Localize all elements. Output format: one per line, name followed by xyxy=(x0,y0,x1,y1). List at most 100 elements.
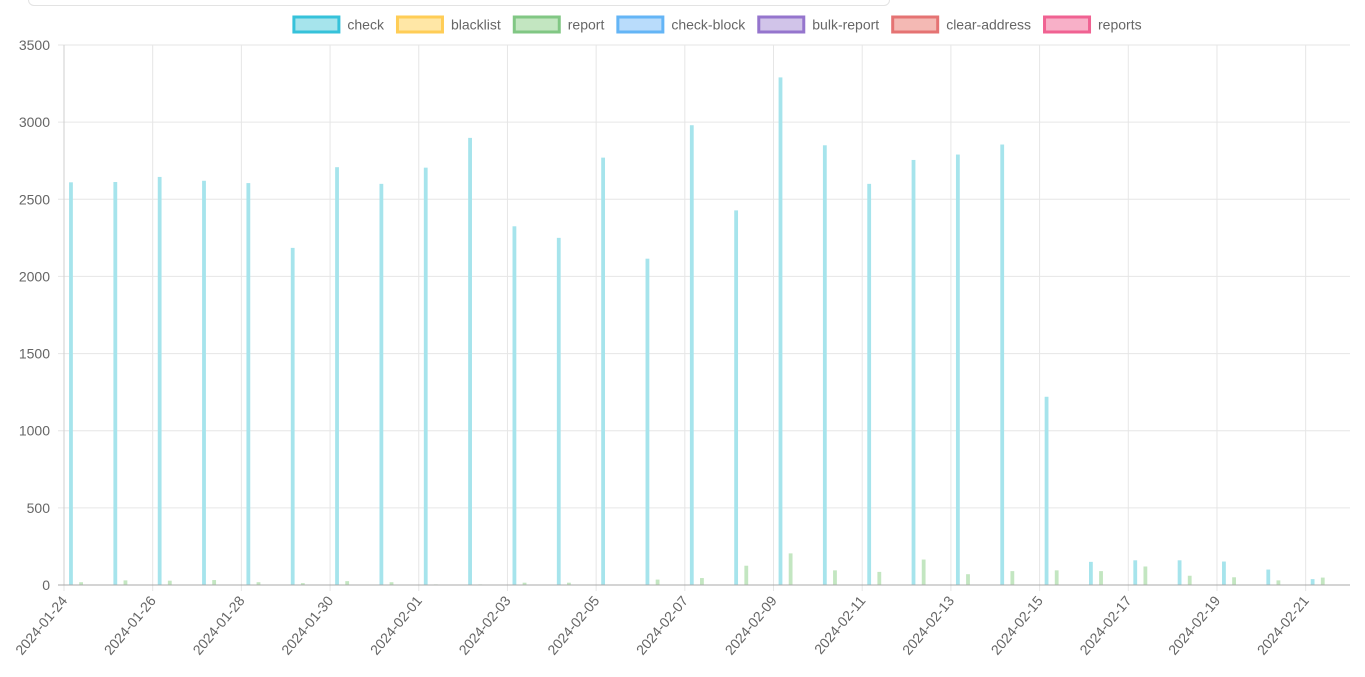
bar-check-2024-01-31[interactable] xyxy=(379,183,384,585)
legend-label: report xyxy=(568,17,605,33)
bar-report-2024-01-31[interactable] xyxy=(389,582,394,585)
bar-check-2024-02-12[interactable] xyxy=(911,159,916,585)
bar-report-2024-01-24[interactable] xyxy=(79,582,84,585)
grid-lines xyxy=(58,44,1350,591)
bar-check-2024-02-07[interactable] xyxy=(689,125,694,585)
bar-report-2024-02-21[interactable] xyxy=(1320,577,1325,585)
bar-check-2024-02-18[interactable] xyxy=(1177,560,1182,585)
bar-report-2024-02-08[interactable] xyxy=(744,565,749,585)
bar-report-2024-02-18[interactable] xyxy=(1187,575,1192,585)
legend-item-clear-address[interactable]: clear-address xyxy=(891,15,1031,34)
bar-report-2024-01-28[interactable] xyxy=(256,582,261,585)
bar-check-2024-02-20[interactable] xyxy=(1266,569,1271,585)
bar-check-2024-02-17[interactable] xyxy=(1133,560,1138,585)
bar-report-2024-02-07[interactable] xyxy=(700,578,704,585)
y-tick-label: 1500 xyxy=(19,346,50,362)
bar-report-2024-01-26[interactable] xyxy=(167,580,172,585)
legend-item-blacklist[interactable]: blacklist xyxy=(395,15,501,34)
x-tick-label: 2024-02-05 xyxy=(544,592,602,657)
y-tick-label: 2500 xyxy=(19,191,50,207)
bar-check-2024-01-27[interactable] xyxy=(202,180,206,585)
bar-report-2024-02-10[interactable] xyxy=(833,570,837,585)
legend-item-check[interactable]: check xyxy=(292,15,385,34)
x-tick-label: 2024-02-17 xyxy=(1076,592,1134,657)
bar-check-2024-01-26[interactable] xyxy=(157,176,162,585)
legend-swatch xyxy=(292,15,341,34)
bars xyxy=(69,77,1325,586)
x-tick-label: 2024-01-24 xyxy=(12,592,70,657)
legend-label: bulk-report xyxy=(812,17,879,33)
y-tick-label: 1000 xyxy=(19,423,50,439)
bar-check-2024-01-24[interactable] xyxy=(69,182,73,586)
bar-report-2024-02-17[interactable] xyxy=(1143,566,1148,585)
bar-report-2024-01-27[interactable] xyxy=(212,580,217,585)
bar-check-2024-01-28[interactable] xyxy=(246,183,251,586)
x-tick-label: 2024-02-01 xyxy=(367,592,425,657)
bar-check-2024-02-19[interactable] xyxy=(1222,561,1226,585)
bar-report-2024-02-16[interactable] xyxy=(1099,571,1103,585)
bar-report-2024-02-19[interactable] xyxy=(1232,577,1236,585)
bar-check-2024-02-06[interactable] xyxy=(645,258,650,585)
bar-report-2024-02-06[interactable] xyxy=(655,579,660,585)
bar-check-2024-02-04[interactable] xyxy=(556,237,561,585)
bar-check-2024-02-14[interactable] xyxy=(1000,144,1005,585)
bar-report-2024-02-12[interactable] xyxy=(921,559,926,585)
bar-report-2024-02-03[interactable] xyxy=(522,582,527,585)
bar-check-2024-01-30[interactable] xyxy=(335,167,339,586)
bar-check-2024-02-10[interactable] xyxy=(822,145,827,586)
y-tick-label: 2000 xyxy=(19,268,50,284)
x-tick-label: 2024-02-07 xyxy=(633,592,691,657)
bar-report-2024-02-15[interactable] xyxy=(1054,570,1059,585)
bar-report-2024-02-09[interactable] xyxy=(788,553,793,585)
legend-label: check-block xyxy=(671,17,746,33)
x-tick-label: 2024-01-28 xyxy=(189,592,247,657)
legend-swatch xyxy=(395,15,444,34)
bar-report-2024-01-25[interactable] xyxy=(123,580,128,585)
bar-report-2024-02-13[interactable] xyxy=(966,574,970,585)
x-tick-label: 2024-02-03 xyxy=(455,592,513,657)
legend-item-reports[interactable]: reports xyxy=(1043,15,1142,34)
legend-item-report[interactable]: report xyxy=(512,15,605,34)
bar-report-2024-01-29[interactable] xyxy=(300,583,305,585)
bar-check-2024-02-05[interactable] xyxy=(601,157,606,585)
bar-report-2024-02-14[interactable] xyxy=(1010,571,1015,585)
x-tick-label: 2024-02-09 xyxy=(722,592,780,657)
legend-swatch xyxy=(512,15,561,34)
x-tick-label: 2024-02-21 xyxy=(1254,592,1312,657)
legend-label: check xyxy=(347,17,385,33)
legend-label: clear-address xyxy=(946,17,1031,33)
y-tick-label: 500 xyxy=(27,500,51,516)
bar-check-2024-02-15[interactable] xyxy=(1044,396,1049,585)
bar-check-2024-01-25[interactable] xyxy=(113,182,118,585)
bar-check-2024-02-02[interactable] xyxy=(468,137,472,585)
legend-item-bulk-report[interactable]: bulk-report xyxy=(757,15,880,34)
bar-report-2024-01-30[interactable] xyxy=(345,581,350,585)
legend-label: reports xyxy=(1098,17,1142,33)
legend-label: blacklist xyxy=(451,17,501,33)
bar-check-2024-01-29[interactable] xyxy=(290,247,295,585)
bar-check-2024-02-11[interactable] xyxy=(867,183,872,585)
legend-swatch xyxy=(616,15,665,34)
x-tick-label: 2024-02-11 xyxy=(811,592,869,657)
legend-item-check-block[interactable]: check-block xyxy=(616,15,746,34)
bar-check-2024-02-01[interactable] xyxy=(423,167,428,585)
bar-check-2024-02-13[interactable] xyxy=(955,154,960,586)
y-tick-label: 3500 xyxy=(19,37,50,53)
axes: 0 500 1000 1500 2000 2500 3000 3500 2024-01-24 20… xyxy=(12,37,1350,658)
bar-check-2024-02-09[interactable] xyxy=(778,77,783,586)
y-tick-label: 3000 xyxy=(19,114,50,130)
bar-check-2024-02-08[interactable] xyxy=(734,210,739,585)
bar-check-2024-02-21[interactable] xyxy=(1310,579,1315,585)
bar-report-2024-02-04[interactable] xyxy=(566,582,571,585)
bar-check-2024-02-03[interactable] xyxy=(512,226,517,586)
legend-swatch xyxy=(891,15,940,34)
legend[interactable]: check blacklist report check-block bulk-repo… xyxy=(292,15,1142,34)
bar-report-2024-02-20[interactable] xyxy=(1276,580,1281,585)
bar-report-2024-02-11[interactable] xyxy=(877,571,882,585)
bar-check-2024-02-16[interactable] xyxy=(1088,561,1093,585)
x-tick-label: 2024-02-13 xyxy=(899,592,957,657)
x-tick-label: 2024-01-26 xyxy=(101,592,159,657)
legend-swatch xyxy=(1043,15,1092,34)
